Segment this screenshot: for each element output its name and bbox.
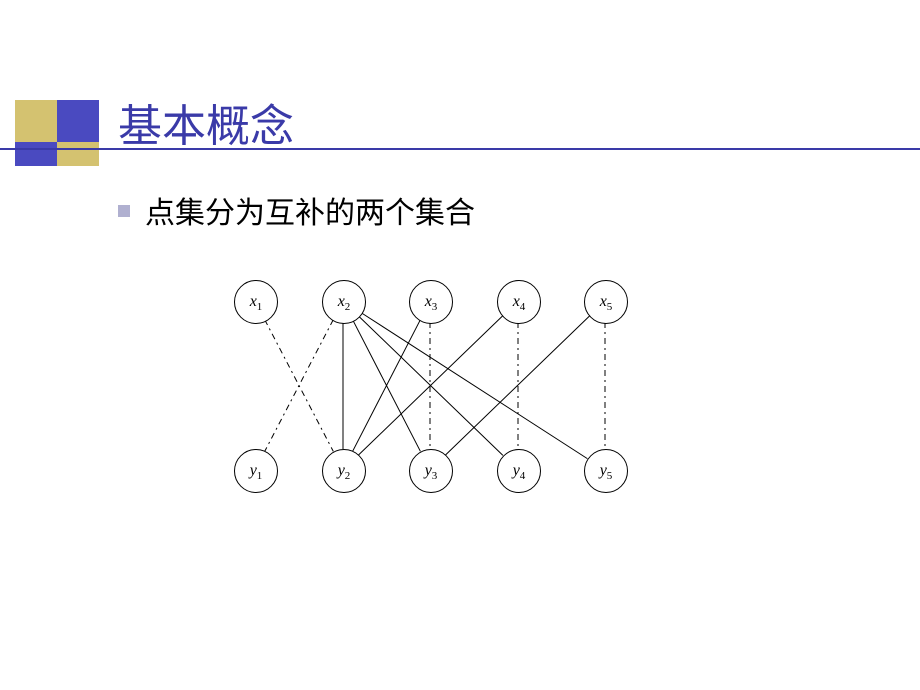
slide-title: 基本概念 [118, 90, 294, 154]
graph-edge [361, 312, 588, 458]
corner-square [15, 142, 57, 166]
corner-square [57, 142, 99, 166]
node-y5: y5 [584, 449, 628, 493]
node-x5: x5 [584, 280, 628, 324]
node-y1: y1 [234, 449, 278, 493]
node-x1: x1 [234, 280, 278, 324]
bullet-icon [118, 205, 130, 217]
node-y3: y3 [409, 449, 453, 493]
bipartite-graph: x1 x2 x3 x4 x5 y1 y2 y3 y4 y5 [225, 280, 695, 500]
bullet-text: 点集分为互补的两个集合 [145, 188, 475, 232]
corner-square [57, 100, 99, 142]
node-y2: y2 [322, 449, 366, 493]
title-underline [0, 148, 920, 150]
node-y4: y4 [497, 449, 541, 493]
node-x3: x3 [409, 280, 453, 324]
corner-square [15, 100, 57, 142]
node-x4: x4 [497, 280, 541, 324]
graph-edge [265, 320, 334, 452]
node-x2: x2 [322, 280, 366, 324]
